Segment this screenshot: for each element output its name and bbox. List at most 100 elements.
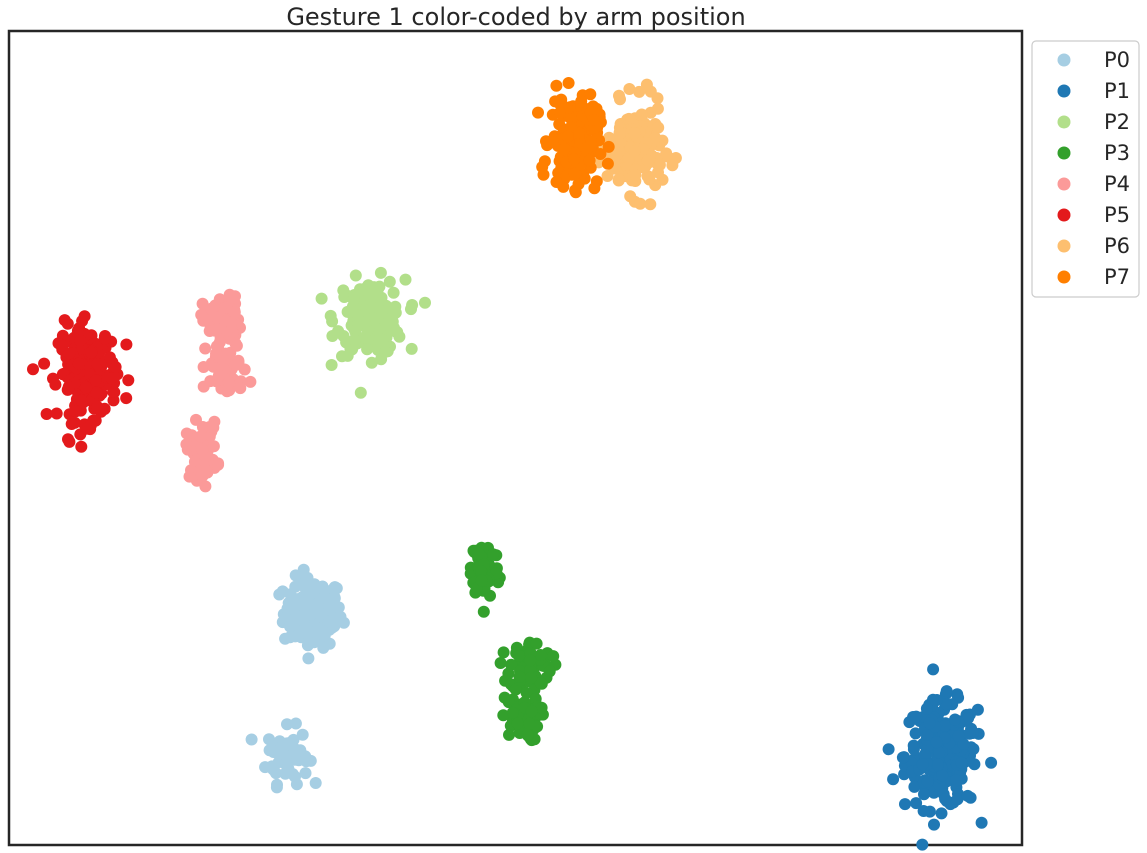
data-point <box>334 610 347 623</box>
data-point <box>69 405 82 418</box>
data-points <box>27 77 998 851</box>
data-point <box>525 671 538 684</box>
data-point <box>303 625 316 638</box>
data-point <box>245 733 258 746</box>
data-point <box>573 126 586 139</box>
data-point <box>91 400 104 413</box>
data-point <box>497 646 510 659</box>
data-point <box>230 358 243 371</box>
data-point <box>210 311 223 324</box>
data-point <box>968 758 981 771</box>
data-point <box>513 649 525 662</box>
data-point <box>80 422 93 435</box>
legend-label: P4 <box>1104 172 1130 196</box>
data-point <box>329 581 341 594</box>
data-point <box>628 145 641 157</box>
data-point <box>962 712 975 725</box>
data-point <box>284 631 296 644</box>
data-point <box>294 744 307 757</box>
data-point <box>612 173 625 186</box>
data-point <box>955 756 968 769</box>
data-point <box>196 470 209 482</box>
data-point <box>628 127 641 139</box>
data-point <box>380 318 393 331</box>
chart-title: Gesture 1 color-coded by arm position <box>286 3 745 31</box>
data-point <box>651 92 664 105</box>
data-point <box>910 797 923 810</box>
data-point <box>212 458 225 471</box>
data-point <box>194 430 207 443</box>
data-point <box>534 649 547 661</box>
data-point <box>940 685 953 698</box>
data-point <box>300 755 313 768</box>
data-point <box>475 565 488 578</box>
data-point <box>65 418 78 430</box>
data-point <box>584 88 597 101</box>
data-point <box>183 470 196 483</box>
data-point <box>910 710 923 723</box>
data-point <box>347 293 360 306</box>
data-point <box>585 135 597 148</box>
data-point <box>234 382 247 395</box>
data-point <box>530 637 543 650</box>
legend-marker <box>1057 270 1071 284</box>
data-point <box>882 743 895 756</box>
data-point <box>653 158 666 171</box>
data-point <box>317 641 330 654</box>
data-point <box>374 266 387 279</box>
data-point <box>358 316 371 329</box>
legend-label: P5 <box>1104 203 1130 227</box>
data-point <box>365 356 378 369</box>
data-point <box>358 283 370 295</box>
data-point <box>98 332 111 345</box>
data-point <box>601 157 614 170</box>
data-point <box>38 357 51 370</box>
data-point <box>494 657 507 669</box>
data-point <box>103 351 116 364</box>
data-point <box>535 701 548 714</box>
data-point <box>641 154 654 167</box>
data-point <box>629 168 642 181</box>
data-point <box>62 380 75 393</box>
data-point <box>199 342 212 355</box>
data-point <box>916 758 929 771</box>
data-point <box>558 143 571 156</box>
data-point <box>633 85 646 98</box>
data-point <box>568 167 581 180</box>
data-point <box>375 353 388 366</box>
data-point <box>308 636 321 649</box>
data-point <box>961 789 974 802</box>
data-point <box>642 170 655 183</box>
legend-label: P3 <box>1104 141 1130 165</box>
legend-label: P2 <box>1104 110 1130 134</box>
data-point <box>180 427 193 440</box>
data-point <box>918 788 930 801</box>
data-point <box>936 769 949 782</box>
data-point <box>293 628 306 641</box>
data-point <box>487 548 500 561</box>
data-point <box>361 343 374 356</box>
data-point <box>952 730 965 742</box>
data-point <box>503 728 515 741</box>
data-point <box>75 440 88 453</box>
data-point <box>296 728 309 741</box>
data-point <box>272 747 284 760</box>
data-point <box>921 775 934 788</box>
data-point <box>207 440 220 453</box>
data-point <box>475 574 488 587</box>
data-point <box>939 719 952 732</box>
legend-box <box>1031 40 1140 298</box>
data-point <box>78 310 91 323</box>
data-point <box>520 686 533 699</box>
data-point <box>569 186 582 199</box>
data-point <box>511 717 524 730</box>
data-point <box>930 736 943 749</box>
data-point <box>344 342 357 355</box>
data-point <box>324 603 337 616</box>
data-point <box>917 805 930 817</box>
data-point <box>652 121 665 134</box>
data-point <box>284 738 297 751</box>
data-point <box>399 273 412 286</box>
series-p1 <box>882 663 998 851</box>
data-point <box>928 818 940 831</box>
